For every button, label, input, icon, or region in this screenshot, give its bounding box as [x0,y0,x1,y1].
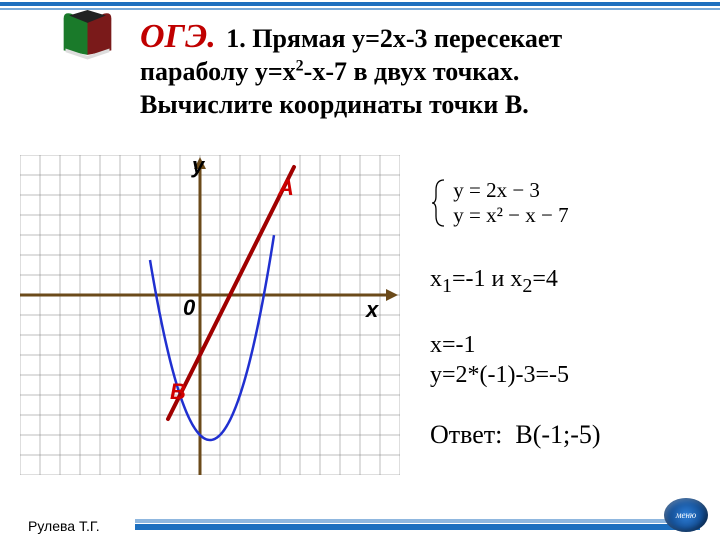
footer-accent-bar [135,519,700,530]
title-line2a: параболу у=х [140,57,296,86]
answer-label: Ответ: [430,420,502,449]
x-axis-label: х [366,297,378,323]
point-b-label: В [170,379,186,405]
author-footer: Рулева Т.Г. [28,518,100,534]
equation-system: y = 2x − 3 y = x² − x − 7 [430,178,569,228]
title-oge: ОГЭ. [140,18,216,55]
calculation-block: x=-1 y=2*(-1)-3=-5 [430,330,569,390]
problem-title: ОГЭ. 1. Прямая у=2х-3 пересекает парабол… [140,18,700,121]
system-eq2: y = x² − x − 7 [453,203,568,227]
slide: ОГЭ. 1. Прямая у=2х-3 пересекает парабол… [0,0,720,540]
title-line3: Вычислите координаты точки В. [140,90,529,119]
origin-label: 0 [183,295,195,321]
title-line2b: -х-7 в двух точках. [304,57,520,86]
title-sup: 2 [296,57,304,74]
roots-line: x1=-1 и x2=4 [430,266,558,298]
books-icon [60,2,115,62]
answer-value: В(-1;-5) [515,420,600,449]
calc-l1: x=-1 [430,332,476,358]
calc-l2: y=2*(-1)-3=-5 [430,362,569,388]
answer-line: Ответ: В(-1;-5) [430,420,601,450]
title-line1: 1. Прямая у=2х-3 пересекает [226,24,562,53]
system-eq1: y = 2x − 3 [453,178,540,202]
y-axis-label: у [192,153,204,179]
coordinate-graph: у х 0 А В [20,155,400,475]
point-a-label: А [278,175,294,201]
menu-badge[interactable]: меню [664,498,708,532]
